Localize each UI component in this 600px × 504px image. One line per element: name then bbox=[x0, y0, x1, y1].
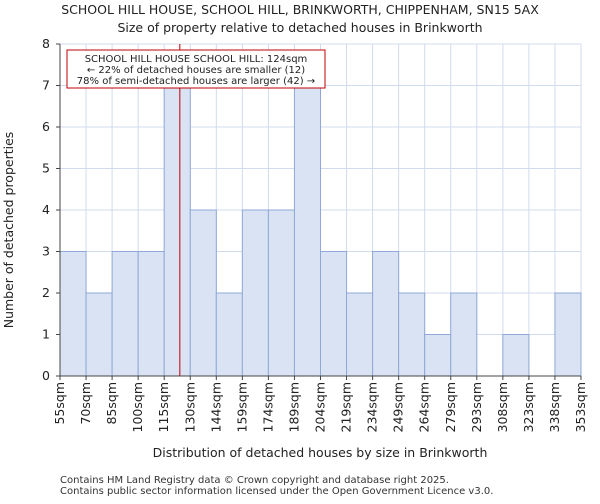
y-tick-label: 7 bbox=[42, 78, 50, 93]
y-axis-ticks: 0 1 2 3 4 5 6 7 8 bbox=[42, 36, 60, 383]
y-tick-label: 1 bbox=[42, 327, 50, 342]
bar bbox=[111, 251, 139, 377]
chart-subtitle: Size of property relative to detached ho… bbox=[117, 20, 482, 35]
y-tick-label: 0 bbox=[42, 368, 50, 383]
chart-title: SCHOOL HILL HOUSE, SCHOOL HILL, BRINKWOR… bbox=[61, 2, 539, 17]
annotation-line-1: SCHOOL HILL HOUSE SCHOOL HILL: 124sqm bbox=[85, 54, 308, 65]
x-tick-label: 338sqm bbox=[547, 382, 562, 432]
x-tick-label: 70sqm bbox=[78, 382, 93, 425]
y-tick-label: 8 bbox=[42, 36, 50, 51]
x-tick-label: 323sqm bbox=[521, 382, 536, 432]
x-tick-label: 159sqm bbox=[234, 382, 249, 432]
annotation-line-2: ← 22% of detached houses are smaller (12… bbox=[87, 65, 305, 76]
bar bbox=[267, 209, 295, 377]
bar bbox=[346, 292, 374, 377]
bar bbox=[502, 334, 530, 377]
bar bbox=[59, 251, 87, 377]
x-tick-label: 144sqm bbox=[208, 382, 223, 432]
footer-line-2: Contains public sector information licen… bbox=[60, 486, 493, 497]
bar bbox=[241, 209, 269, 377]
x-tick-label: 219sqm bbox=[339, 382, 354, 432]
bar bbox=[215, 292, 243, 377]
x-tick-label: 100sqm bbox=[130, 382, 145, 432]
bar bbox=[137, 251, 165, 377]
x-tick-label: 308sqm bbox=[495, 382, 510, 432]
y-axis-label: Number of detached properties bbox=[1, 132, 16, 329]
annotation-border bbox=[66, 49, 326, 89]
annotation-line-3: 78% of semi-detached houses are larger (… bbox=[77, 76, 315, 87]
y-tick-label: 5 bbox=[42, 161, 50, 176]
bar bbox=[189, 209, 217, 377]
bar bbox=[450, 292, 478, 377]
bar bbox=[293, 85, 322, 377]
x-tick-label: 55sqm bbox=[52, 382, 67, 425]
bars bbox=[59, 85, 582, 377]
x-tick-label: 249sqm bbox=[391, 382, 406, 432]
x-tick-label: 85sqm bbox=[104, 382, 119, 425]
bar bbox=[424, 334, 452, 377]
annotation-box: SCHOOL HILL HOUSE SCHOOL HILL: 124sqm ← … bbox=[66, 49, 326, 89]
x-tick-label: 115sqm bbox=[156, 382, 171, 432]
y-tick-label: 6 bbox=[42, 119, 50, 134]
x-tick-label: 353sqm bbox=[573, 382, 588, 432]
bar bbox=[85, 292, 113, 377]
x-tick-label: 264sqm bbox=[417, 382, 432, 432]
x-tick-label: 174sqm bbox=[260, 382, 275, 432]
x-tick-label: 234sqm bbox=[365, 382, 380, 432]
x-axis-label: Distribution of detached houses by size … bbox=[153, 445, 488, 460]
y-tick-label: 2 bbox=[42, 285, 50, 300]
bar bbox=[163, 85, 191, 377]
x-tick-label: 130sqm bbox=[182, 382, 197, 432]
x-axis-ticks: 55sqm 70sqm 85sqm 100sqm 115sqm 130sqm 144sqm 1… bbox=[52, 376, 588, 432]
x-tick-label: 279sqm bbox=[443, 382, 458, 432]
footer-line-1: Contains HM Land Registry data © Crown c… bbox=[60, 475, 449, 486]
x-tick-label: 293sqm bbox=[469, 382, 484, 432]
bar bbox=[320, 251, 348, 377]
bar bbox=[372, 251, 400, 377]
y-tick-label: 3 bbox=[42, 244, 50, 259]
bar bbox=[398, 292, 426, 377]
axes bbox=[59, 44, 581, 377]
bar bbox=[554, 292, 582, 377]
x-tick-label: 204sqm bbox=[313, 382, 328, 432]
x-tick-label: 189sqm bbox=[286, 382, 301, 432]
y-tick-label: 4 bbox=[42, 202, 50, 217]
